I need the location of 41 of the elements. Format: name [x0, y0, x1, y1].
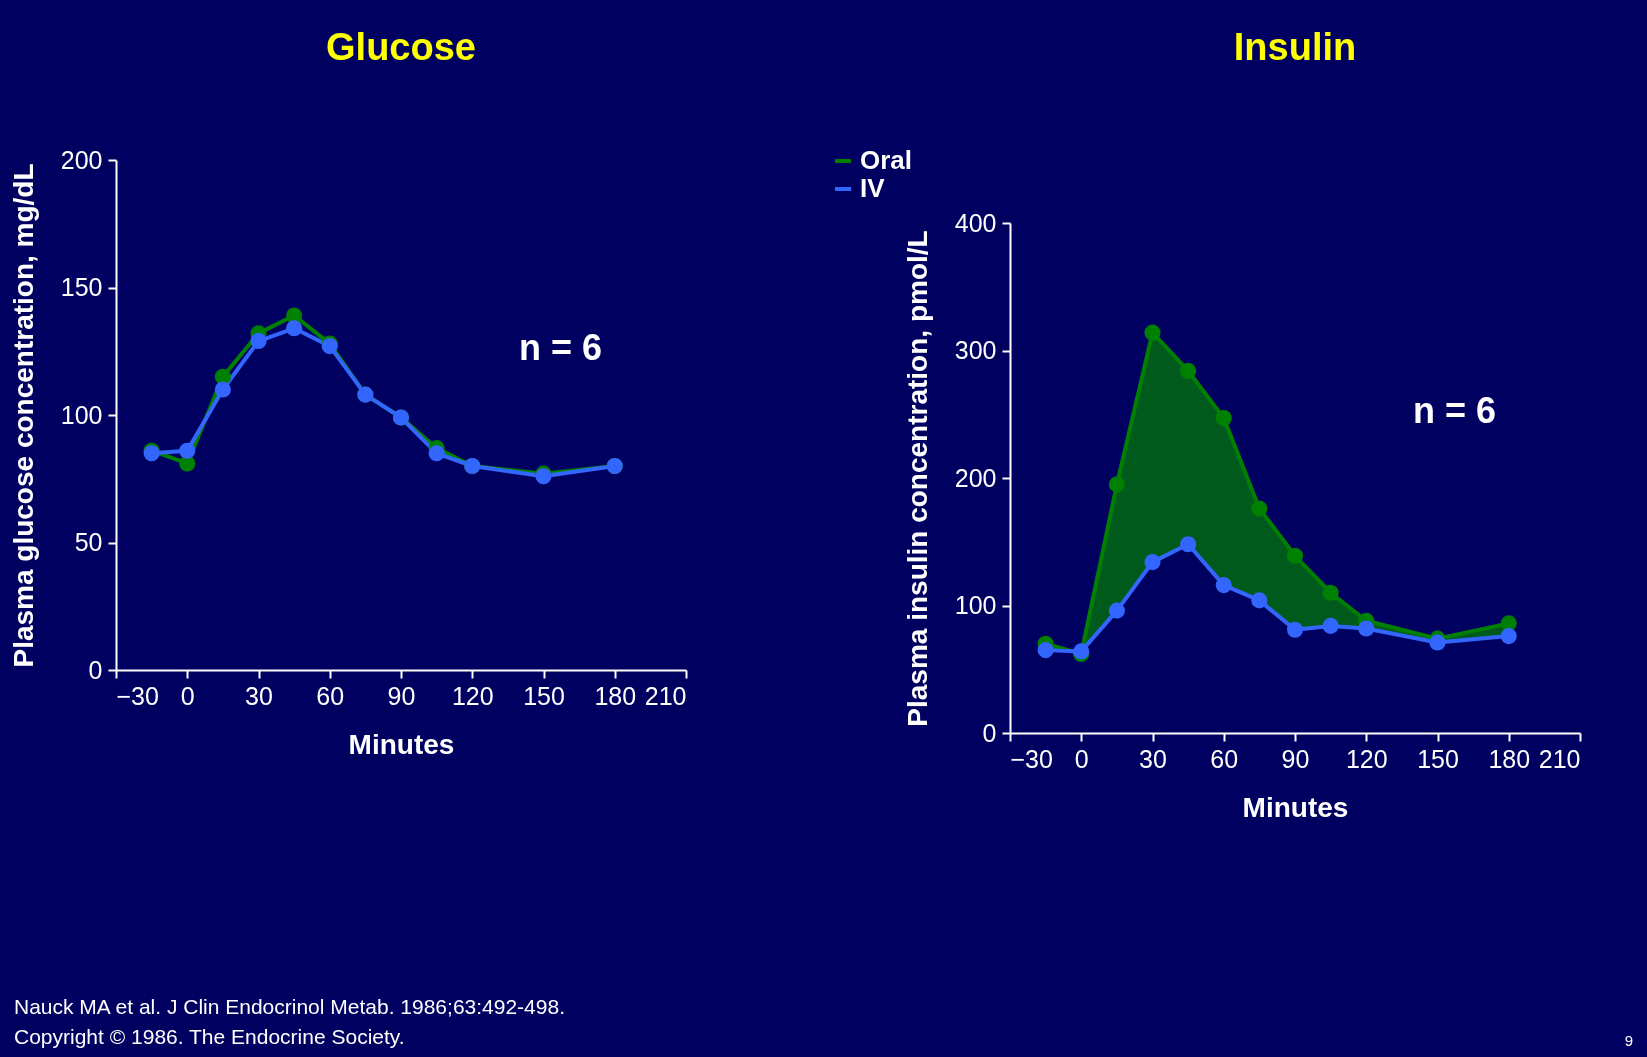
text: 9	[1624, 1031, 1633, 1051]
x-tick-label: 150	[1417, 744, 1459, 773]
y-tick-label: 50	[74, 528, 103, 556]
x-tick-label: 120	[1345, 744, 1388, 773]
text: Nauck MA et al. J Clin Endocrinol Metab. 1986;63:492-498.	[14, 994, 565, 1021]
x-tick-label: 60	[316, 681, 345, 710]
x-axis-title: Minutes	[1242, 791, 1349, 823]
x-tick-label: 210	[644, 681, 687, 710]
y-tick-label: 150	[60, 273, 103, 301]
x-tick-label: 120	[451, 681, 494, 710]
y-tick-label: 100	[954, 591, 997, 619]
y-tick-label: 0	[88, 655, 103, 684]
y-tick-label: 0	[982, 718, 997, 747]
text: Copyright © 1986. The Endocrine Society.	[14, 1023, 406, 1050]
chart-title: Insulin	[1233, 26, 1357, 68]
x-tick-label: 0	[180, 681, 195, 710]
legend-label: IV	[860, 173, 886, 203]
chart-title: Glucose	[326, 26, 476, 68]
annotation: n = 6	[519, 326, 603, 368]
y-axis-title: Plasma insulin concentration, pmol/L	[901, 230, 933, 727]
x-tick-label: 150	[523, 681, 565, 710]
x-tick-label: 0	[1074, 744, 1089, 773]
y-tick-label: 400	[954, 208, 997, 237]
x-tick-label: 90	[1281, 744, 1310, 773]
legend-label: Oral	[860, 145, 913, 175]
x-tick-label: 30	[245, 681, 273, 710]
x-tick-label: 180	[1488, 744, 1531, 773]
y-tick-label: 100	[60, 400, 103, 429]
annotation: n = 6	[1413, 389, 1497, 431]
y-tick-label: 200	[60, 145, 103, 174]
x-tick-label: 180	[594, 681, 637, 710]
y-tick-label: 300	[954, 336, 997, 364]
x-tick-label: −30	[1010, 744, 1053, 773]
y-tick-label: 200	[954, 463, 997, 492]
x-axis-title: Minutes	[348, 728, 455, 760]
x-tick-label: 90	[387, 681, 416, 710]
x-tick-label: 30	[1139, 744, 1167, 773]
x-tick-label: −30	[116, 681, 159, 710]
x-tick-label: 210	[1538, 744, 1581, 773]
y-axis-title: Plasma glucose concentration, mg/dL	[7, 163, 39, 668]
x-tick-label: 60	[1210, 744, 1239, 773]
